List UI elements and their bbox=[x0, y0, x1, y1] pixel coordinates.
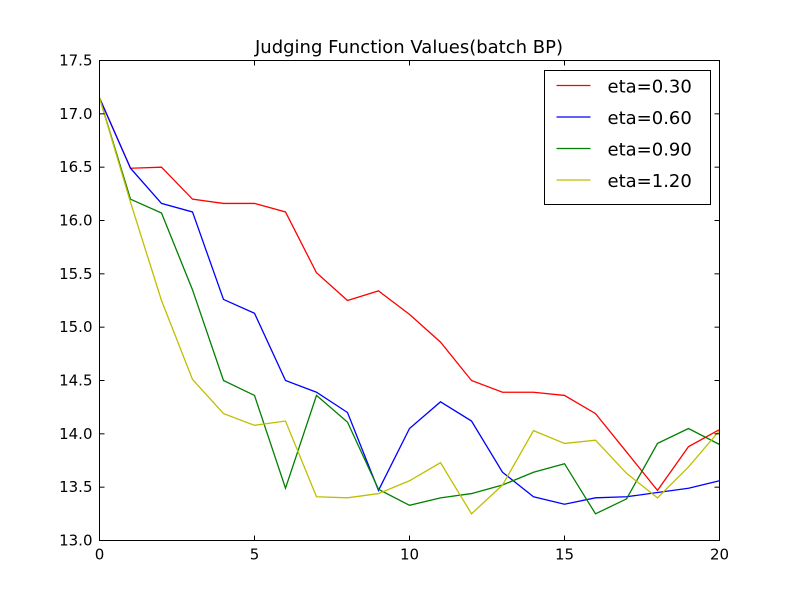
y-tick-label: 13.0 bbox=[59, 532, 92, 550]
legend-label: eta=0.90 bbox=[608, 140, 692, 161]
x-tick-label: 10 bbox=[400, 546, 419, 564]
y-tick-label: 17.5 bbox=[59, 52, 92, 70]
y-tick-label: 15.5 bbox=[59, 265, 92, 283]
legend-box bbox=[544, 70, 711, 205]
series-layer bbox=[98, 97, 720, 515]
y-tick-label: 14.0 bbox=[59, 425, 92, 443]
series-line-eta-0-30 bbox=[98, 97, 720, 492]
legend: eta=0.30 eta=0.60 eta=0.90 eta=1.20 bbox=[544, 70, 711, 205]
legend-label: eta=1.20 bbox=[608, 171, 692, 192]
series-line-eta-1-20 bbox=[98, 97, 720, 515]
y-tick-label: 16.5 bbox=[59, 158, 92, 176]
x-tick-label: 0 bbox=[95, 546, 105, 564]
y-tick-label: 14.5 bbox=[59, 372, 92, 390]
legend-label: eta=0.30 bbox=[608, 77, 692, 98]
axes-layer: 0 5 10 15 20 13.0 13.5 14.0 14.5 15.0 15.5 16.0 16.5… bbox=[59, 52, 729, 564]
x-tick-label: 5 bbox=[250, 546, 260, 564]
series-line-eta-0-90 bbox=[98, 97, 720, 515]
series-line-eta-0-60 bbox=[98, 97, 720, 505]
x-tick-label: 20 bbox=[710, 546, 729, 564]
y-tick-label: 13.5 bbox=[59, 478, 92, 496]
y-tick-label: 16.0 bbox=[59, 212, 92, 230]
y-tick-label: 15.0 bbox=[59, 318, 92, 336]
y-tick-label: 17.0 bbox=[59, 105, 92, 123]
chart-title: Judging Function Values(batch BP) bbox=[254, 37, 563, 58]
x-tick-label: 15 bbox=[555, 546, 574, 564]
legend-label: eta=0.60 bbox=[608, 108, 692, 129]
